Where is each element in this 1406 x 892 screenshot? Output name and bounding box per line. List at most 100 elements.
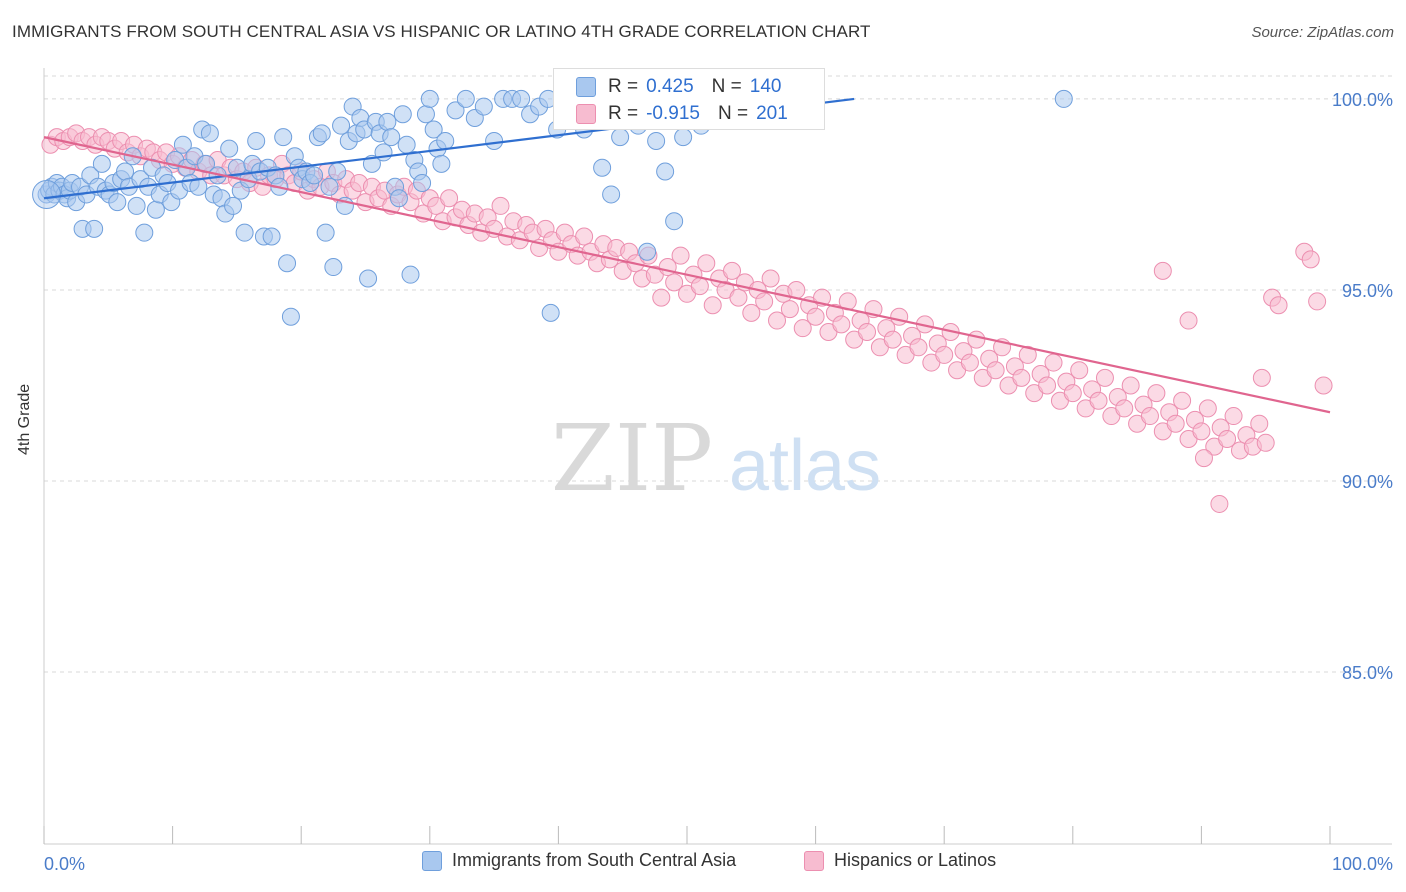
point-hispanic xyxy=(1301,250,1320,269)
point-hispanic xyxy=(755,292,774,311)
point-hispanic xyxy=(761,269,780,288)
point-south-central-asia xyxy=(262,227,281,246)
point-hispanic xyxy=(690,277,709,296)
point-hispanic xyxy=(1044,353,1063,372)
point-south-central-asia xyxy=(420,89,439,108)
point-south-central-asia xyxy=(665,212,684,231)
point-south-central-asia xyxy=(85,219,104,238)
point-south-central-asia xyxy=(235,223,254,242)
point-south-central-asia xyxy=(92,154,111,173)
point-hispanic xyxy=(1210,494,1229,513)
y-tick-label: 90.0% xyxy=(1342,472,1393,492)
point-hispanic xyxy=(1218,429,1237,448)
point-hispanic xyxy=(697,254,716,273)
legend-label-series1: Immigrants from South Central Asia xyxy=(452,850,737,870)
point-south-central-asia xyxy=(602,185,621,204)
point-hispanic xyxy=(909,338,928,357)
point-hispanic xyxy=(1012,368,1031,387)
r-value-series2: -0.915 xyxy=(646,103,700,124)
point-hispanic xyxy=(986,361,1005,380)
point-south-central-asia xyxy=(656,162,675,181)
point-hispanic xyxy=(1089,391,1108,410)
point-south-central-asia xyxy=(312,124,331,143)
point-south-central-asia xyxy=(389,189,408,208)
point-hispanic xyxy=(768,311,787,330)
x-tick-label-max: 100.0% xyxy=(1332,854,1393,874)
point-hispanic xyxy=(935,345,954,364)
point-south-central-asia xyxy=(305,166,324,185)
point-hispanic xyxy=(1018,345,1037,364)
point-south-central-asia xyxy=(397,135,416,154)
tick-labels: 85.0% 90.0% 95.0% 100.0% 0.0% 100.0% xyxy=(44,90,1393,874)
point-hispanic xyxy=(1173,391,1192,410)
point-hispanic xyxy=(793,319,812,338)
point-south-central-asia xyxy=(593,158,612,177)
point-hispanic xyxy=(671,246,690,265)
point-hispanic xyxy=(883,330,902,349)
point-south-central-asia xyxy=(220,139,239,158)
point-south-central-asia xyxy=(316,223,335,242)
point-south-central-asia xyxy=(378,112,397,131)
point-hispanic xyxy=(575,227,594,246)
stats-swatch-blue xyxy=(576,77,596,97)
point-south-central-asia xyxy=(278,254,297,273)
point-south-central-asia xyxy=(324,258,343,277)
legend-item-series2[interactable]: Hispanics or Latinos xyxy=(804,850,996,871)
point-hispanic xyxy=(780,300,799,319)
point-hispanic xyxy=(858,323,877,341)
point-hispanic xyxy=(1179,311,1198,330)
legend-swatch-blue xyxy=(422,850,442,871)
point-hispanic xyxy=(967,330,986,349)
point-hispanic xyxy=(742,303,761,322)
y-tick-label: 95.0% xyxy=(1342,281,1393,301)
point-south-central-asia xyxy=(127,196,146,215)
point-south-central-asia xyxy=(446,101,465,120)
point-hispanic xyxy=(1121,376,1140,395)
r-label: R = xyxy=(608,76,639,97)
point-hispanic xyxy=(665,273,684,292)
point-hispanic xyxy=(1192,422,1211,441)
point-hispanic xyxy=(729,288,748,307)
point-hispanic xyxy=(1147,384,1166,403)
point-south-central-asia xyxy=(401,265,420,284)
n-label: N = xyxy=(711,76,742,97)
n-value-series1: 140 xyxy=(749,76,782,97)
point-south-central-asia xyxy=(1054,89,1073,108)
point-hispanic xyxy=(1038,376,1057,395)
point-south-central-asia xyxy=(328,162,347,181)
point-south-central-asia xyxy=(274,128,293,147)
stats-legend: R = 0.425 N = 140 R = -0.915 N = 201 xyxy=(553,68,825,130)
point-south-central-asia xyxy=(413,173,432,192)
point-south-central-asia xyxy=(281,307,300,326)
bottom-legend: Immigrants from South Central Asia Hispa… xyxy=(0,850,1406,878)
point-south-central-asia xyxy=(416,105,435,124)
point-hispanic xyxy=(1314,376,1333,395)
point-hispanic xyxy=(1250,414,1269,433)
point-south-central-asia xyxy=(674,128,693,147)
point-south-central-asia xyxy=(382,128,401,147)
point-hispanic xyxy=(890,307,909,326)
point-south-central-asia xyxy=(456,89,475,108)
point-hispanic xyxy=(1115,399,1134,418)
point-hispanic xyxy=(1198,399,1217,418)
n-value-series2: 201 xyxy=(756,103,788,124)
legend-label-series2: Hispanics or Latinos xyxy=(834,850,997,870)
x-tick-label-min: 0.0% xyxy=(44,854,85,874)
stats-row-series1: R = 0.425 N = 140 xyxy=(576,74,781,100)
point-hispanic xyxy=(1166,414,1185,433)
r-value-series1: 0.425 xyxy=(646,76,694,97)
point-hispanic xyxy=(806,307,825,326)
point-south-central-asia xyxy=(173,135,192,154)
point-south-central-asia xyxy=(393,105,412,124)
point-south-central-asia xyxy=(512,89,531,108)
legend-item-series1[interactable]: Immigrants from South Central Asia xyxy=(422,850,736,871)
point-hispanic xyxy=(1224,407,1243,426)
point-south-central-asia xyxy=(647,131,666,150)
point-hispanic xyxy=(1063,384,1082,403)
point-hispanic xyxy=(832,315,851,334)
point-south-central-asia xyxy=(200,124,219,143)
point-south-central-asia xyxy=(247,131,266,150)
point-hispanic xyxy=(1153,261,1172,280)
point-south-central-asia xyxy=(320,177,339,196)
